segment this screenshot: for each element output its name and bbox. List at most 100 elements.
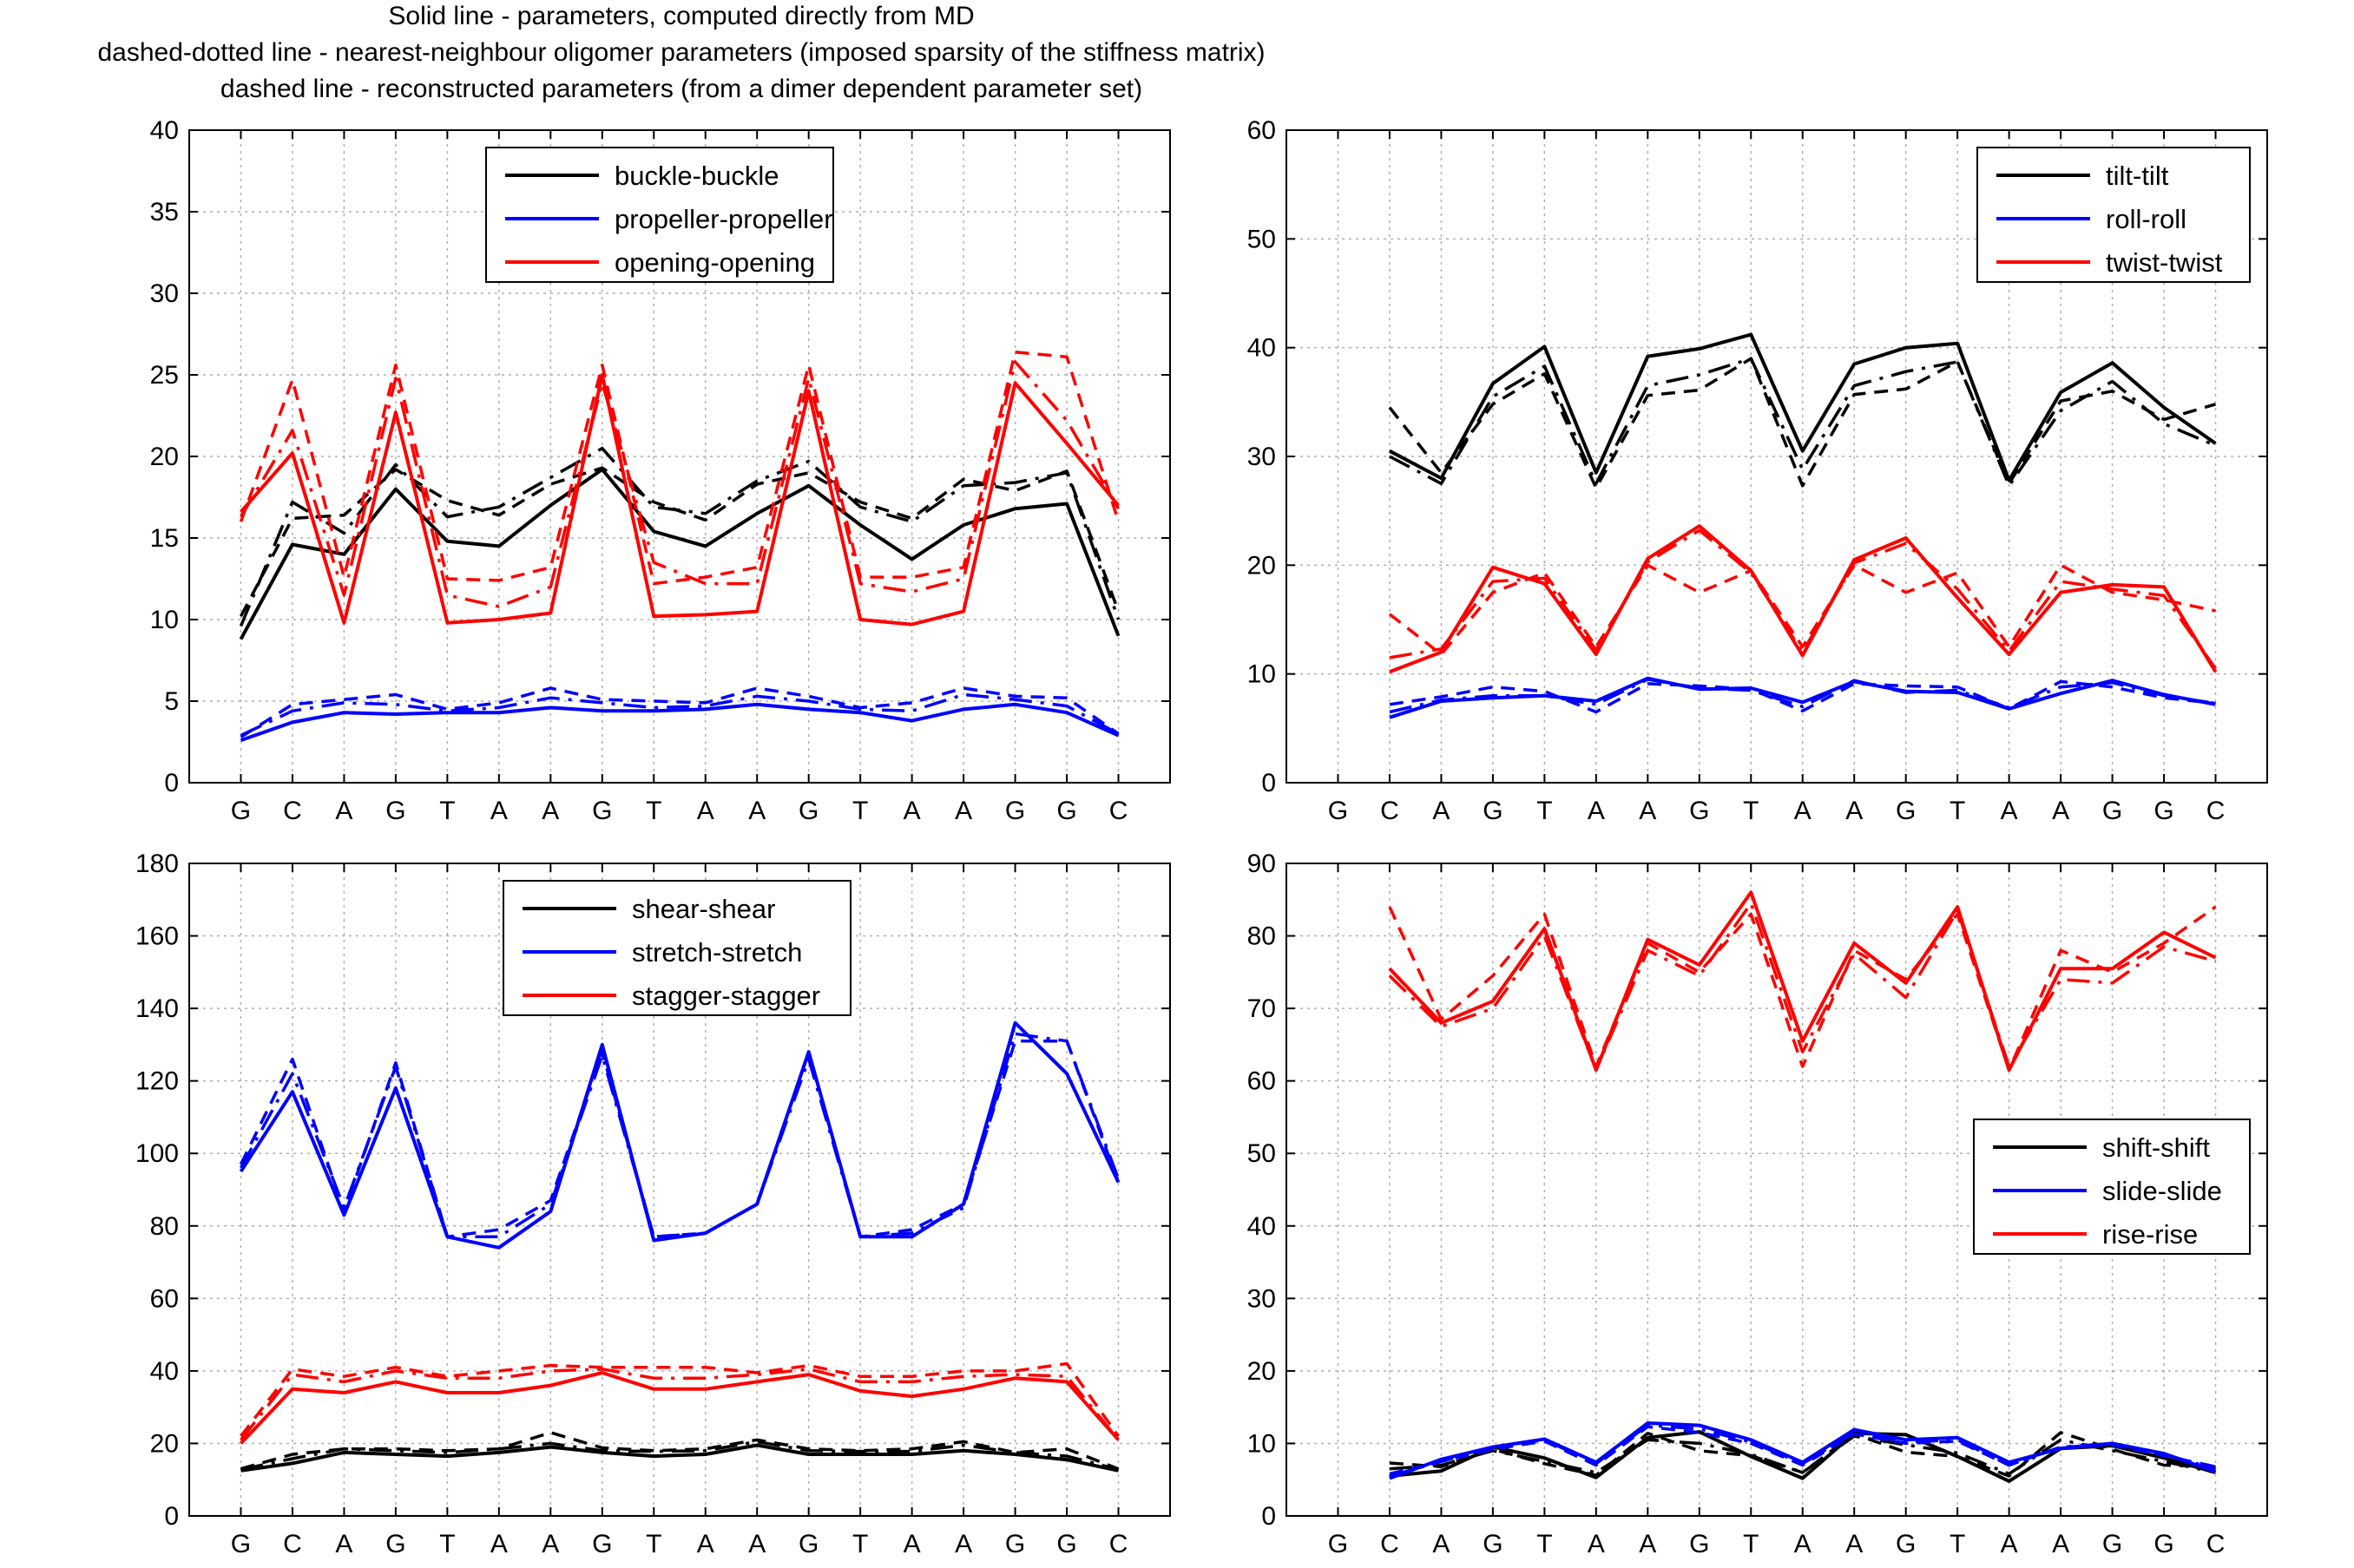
series-line-twist-twist-solid	[1389, 524, 2218, 674]
series-line-rise-rise-solid	[1388, 890, 2217, 1073]
x-tick-label: C	[1380, 1530, 1399, 1558]
x-tick-label: G	[799, 797, 819, 825]
x-tick-label: A	[748, 1530, 766, 1558]
x-tick-label: T	[646, 1530, 661, 1558]
y-tick-label: 0	[164, 1502, 179, 1531]
series-line-rise-rise-dashdot	[1388, 902, 2216, 1072]
x-tick-label: C	[1109, 797, 1128, 825]
x-tick-label: G	[2102, 797, 2122, 825]
x-tick-label: T	[1743, 797, 1759, 825]
figure-title-line-2: dashed-dotted line - nearest-neighbour o…	[97, 38, 1265, 67]
series-line-tilt-tilt-dashdot	[1389, 357, 2217, 488]
chart-grid: 0 5 10 15 20 25 30 35 40 G C A G T A A G T A A G T A A G G Cbuckle…	[135, 116, 2268, 1558]
x-tick-label: G	[2153, 1530, 2173, 1558]
x-tick-label: T	[1743, 1530, 1759, 1558]
x-tick-label: C	[2206, 1530, 2226, 1558]
chart-panel-4: 0 10 20 30 40 50 60 70 80 90 G C A G T A A G T A A G T A A G G Cshi…	[1247, 850, 2268, 1558]
x-tick-label: G	[1005, 1530, 1025, 1558]
series-line-opening-opening-solid	[239, 373, 1121, 627]
series-line-slide-slide-solid	[1389, 1421, 2217, 1480]
legend-label-buckle-buckle: buckle-buckle	[615, 161, 779, 191]
x-tick-label: G	[1689, 797, 1709, 825]
x-tick-label: T	[1536, 1530, 1552, 1558]
y-tick-label: 20	[1247, 1357, 1276, 1386]
y-tick-label: 0	[164, 769, 179, 797]
series-line-shift-shift-dashdot	[1389, 1434, 2216, 1476]
x-tick-label: A	[1432, 797, 1450, 825]
x-tick-label: G	[1483, 797, 1502, 825]
legend-box	[1976, 147, 2251, 283]
x-tick-label: A	[490, 1530, 508, 1558]
x-tick-label: A	[955, 797, 972, 825]
x-tick-label: G	[592, 1530, 612, 1558]
figure-title-line-1: Solid line - parameters, computed direct…	[388, 2, 974, 30]
x-tick-label: A	[1588, 797, 1605, 825]
x-tick-label: C	[1109, 1530, 1128, 1558]
x-tick-label: G	[1005, 797, 1025, 825]
legend-label-stretch-stretch: stretch-stretch	[632, 937, 802, 968]
x-tick-label: A	[2052, 797, 2069, 825]
x-tick-label: G	[1328, 797, 1348, 825]
legend-label-roll-roll: roll-roll	[2106, 204, 2186, 234]
y-tick-label: 160	[135, 922, 179, 951]
y-tick-label: 40	[1247, 334, 1276, 363]
y-tick-label: 35	[150, 198, 179, 226]
x-tick-label: T	[646, 797, 661, 825]
x-tick-label: G	[1689, 1530, 1709, 1558]
x-tick-label: T	[1950, 797, 1965, 825]
x-tick-label: G	[1056, 1530, 1076, 1558]
legend-label-slide-slide: slide-slide	[2102, 1176, 2222, 1206]
series-line-tilt-tilt-dashed	[1388, 357, 2216, 490]
y-tick-label: 40	[150, 116, 179, 145]
y-tick-label: 40	[1247, 1212, 1276, 1241]
series-line-stagger-stagger-dashdot	[240, 1368, 1120, 1441]
x-tick-label: A	[748, 797, 766, 825]
legend-label-twist-twist: twist-twist	[2106, 247, 2223, 278]
x-tick-label: G	[231, 797, 251, 825]
x-tick-label: G	[231, 1530, 251, 1558]
figure-title-line-3: dashed line - reconstructed parameters (…	[220, 75, 1142, 103]
y-tick-label: 20	[150, 443, 179, 471]
legend-box	[503, 880, 852, 1016]
x-tick-label: A	[1794, 1530, 1812, 1558]
x-tick-label: A	[1588, 1530, 1605, 1558]
x-tick-label: G	[1896, 797, 1916, 825]
y-tick-label: 90	[1247, 850, 1276, 878]
y-tick-label: 60	[1247, 1067, 1276, 1096]
x-tick-label: A	[1639, 797, 1656, 825]
series-line-shear-shear-solid	[240, 1443, 1119, 1473]
legend-box	[485, 147, 834, 283]
x-tick-label: T	[439, 1530, 455, 1558]
x-tick-label: T	[439, 797, 455, 825]
y-tick-label: 80	[150, 1212, 179, 1241]
legend-label-shift-shift: shift-shift	[2102, 1132, 2210, 1163]
series-line-stagger-stagger-dashed	[240, 1361, 1120, 1438]
y-tick-label: 20	[1247, 551, 1276, 580]
x-tick-label: A	[335, 1530, 352, 1558]
x-tick-label: A	[1639, 1530, 1656, 1558]
x-tick-label: A	[1432, 1530, 1450, 1558]
legend-label-stagger-stagger: stagger-stagger	[632, 981, 820, 1011]
x-tick-label: A	[955, 1530, 972, 1558]
x-tick-label: T	[1950, 1530, 1965, 1558]
y-tick-label: 20	[150, 1429, 179, 1458]
y-tick-label: 180	[135, 850, 179, 878]
x-tick-label: G	[799, 1530, 819, 1558]
x-tick-label: A	[542, 797, 559, 825]
x-tick-label: A	[2052, 1530, 2069, 1558]
series-line-buckle-buckle-dashdot	[239, 446, 1121, 627]
y-tick-label: 10	[1247, 660, 1276, 689]
x-tick-label: G	[1483, 1530, 1502, 1558]
legend-box	[1973, 1119, 2251, 1255]
y-tick-label: 60	[150, 1284, 179, 1313]
x-tick-label: A	[542, 1530, 559, 1558]
series-line-tilt-tilt-solid	[1388, 332, 2217, 482]
series-line-twist-twist-dashdot	[1389, 528, 2217, 670]
x-tick-label: G	[1896, 1530, 1916, 1558]
y-tick-label: 15	[150, 524, 179, 553]
y-tick-label: 0	[1261, 1502, 1276, 1531]
x-tick-label: A	[904, 797, 921, 825]
chart-panel-1: 0 5 10 15 20 25 30 35 40 G C A G T A A G T A A G T A A G G Cbuckle…	[150, 116, 1171, 825]
series-line-propeller-propeller-solid	[240, 702, 1120, 742]
